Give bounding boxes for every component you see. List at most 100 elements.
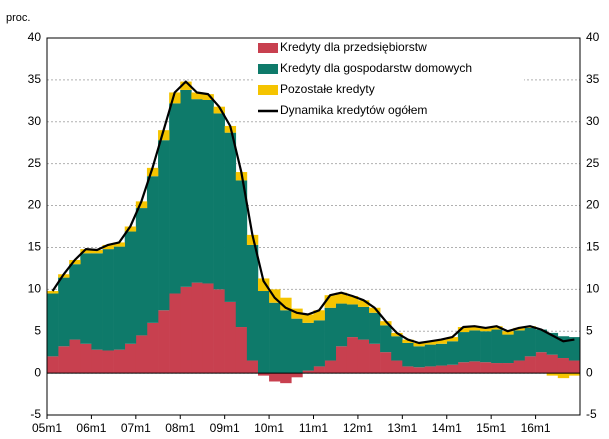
bar-segment [47,293,59,357]
bar-segment [413,367,425,374]
bar-segment [435,365,448,374]
bar-segment [457,327,470,333]
y-tick-label: 30 [28,114,42,128]
bar-segment [158,140,170,311]
bar-segment [446,364,459,374]
bar-segment [302,314,314,323]
legend-label: Pozostałe kredyty [280,82,375,96]
bar-segment [124,231,137,344]
bar-segment [102,249,114,351]
bar-segment [546,354,559,374]
bar-segment [113,246,126,350]
bar-segment [102,244,114,250]
bar-segment [69,260,81,265]
bar-segment [102,350,114,374]
bar-segment [524,327,536,357]
bar-segment [357,300,370,307]
y2-tick-label: 25 [586,156,600,170]
bar-segment [180,81,192,90]
bar-segment [346,304,359,338]
bar-segment [402,342,414,367]
x-tick-label: 14m1 [432,421,462,435]
bar-segment [158,310,170,374]
bar-segment [58,346,70,374]
bar-segment [235,180,248,328]
y2-tick-label: 5 [586,323,593,337]
x-tick-label: 05m1 [32,421,62,435]
bar-segment [324,307,337,361]
x-tick-label: 13m1 [387,421,417,435]
x-tick-label: 08m1 [165,421,195,435]
bar-segment [202,99,214,284]
bar-segment [468,361,481,374]
bar-segment [369,312,381,344]
bar-segment [213,289,225,374]
y2-tick-label: 40 [586,30,600,44]
bar-segment [535,329,547,353]
y2-tick-label: 10 [586,282,600,296]
bar-segment [546,373,559,376]
bar-segment [280,373,292,384]
bar-segment [380,325,392,353]
bar-segment [468,326,481,331]
bar-segment [491,363,503,374]
bar-segment [69,339,81,374]
bar-segment [135,201,148,209]
bar-segment [69,264,81,340]
bar-segment [380,321,392,326]
x-tick-label: 16m1 [521,421,551,435]
bar-segment [313,366,325,374]
bar-segment [224,132,237,302]
bar-segment [435,343,448,366]
bar-segment [191,92,203,100]
bar-segment [269,373,281,382]
bar-segment [446,341,459,365]
bar-segment [335,303,348,347]
bar-segment [513,330,525,361]
bar-segment [180,89,192,287]
bar-segment [391,360,403,374]
bar-segment [435,339,448,344]
y-tick-label: 5 [34,323,41,337]
bar-segment [480,362,492,374]
bar-segment [346,296,359,305]
bar-segment [535,352,547,374]
bar-segment [391,336,403,361]
y-tick-label: 15 [28,240,42,254]
bar-segment [513,327,525,331]
bar-segment [524,356,536,374]
bar-segment [513,360,525,374]
bar-segment [146,322,159,374]
bar-segment [335,292,348,304]
bar-segment [546,332,559,355]
bar-segment [402,366,414,374]
y2-tick-label: -5 [586,407,597,421]
legend-swatch [258,64,278,74]
bar-segment [302,322,314,371]
bar-segment [91,349,103,374]
bar-segment [257,291,270,374]
y-axis-unit: proc. [6,12,30,24]
bar-segment [502,334,514,364]
x-tick-label: 11m1 [299,421,328,435]
bar-segment [280,297,292,311]
bar-segment [80,249,92,254]
legend-label: Dynamika kredytów ogółem [280,103,427,117]
legend-box [254,39,524,121]
bar-segment [80,343,92,374]
bar-segment [146,167,159,177]
bar-segment [346,337,359,374]
bar-segment [480,331,492,363]
bar-segment [291,373,303,378]
y2-tick-label: 15 [586,240,600,254]
bar-segment [424,341,436,345]
y-tick-label: -5 [30,407,41,421]
bar-segment [257,278,270,292]
bar-segment [180,286,192,374]
bar-segment [257,373,270,376]
bar-segment [146,176,159,323]
bar-segment [369,343,381,374]
x-tick-label: 15m1 [476,421,506,435]
bar-segment [557,373,570,379]
bar-segment [391,332,403,337]
